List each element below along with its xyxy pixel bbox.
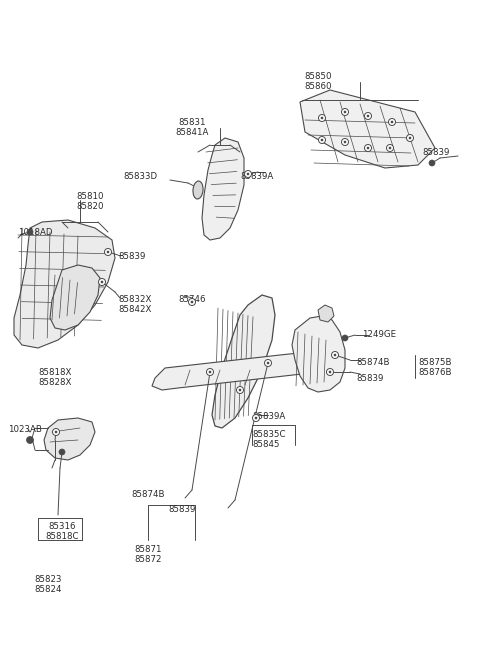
Circle shape — [367, 147, 369, 149]
Circle shape — [26, 436, 34, 443]
Circle shape — [189, 299, 195, 305]
Text: 85746: 85746 — [178, 295, 206, 304]
Circle shape — [329, 371, 331, 373]
Circle shape — [342, 335, 348, 341]
Circle shape — [344, 141, 347, 143]
Text: 85875B
85876B: 85875B 85876B — [418, 358, 452, 377]
Polygon shape — [50, 265, 100, 330]
Circle shape — [264, 360, 272, 367]
Circle shape — [191, 301, 193, 303]
Polygon shape — [212, 295, 275, 428]
Circle shape — [255, 417, 257, 419]
Text: 85839: 85839 — [118, 252, 145, 261]
Text: 85839A: 85839A — [252, 412, 285, 421]
Text: 85839: 85839 — [168, 505, 196, 514]
Text: 85832X
85842X: 85832X 85842X — [118, 295, 151, 314]
Polygon shape — [152, 352, 318, 390]
Text: 1249GE: 1249GE — [362, 330, 396, 339]
Circle shape — [429, 160, 435, 166]
Text: 85839A: 85839A — [240, 172, 273, 181]
Circle shape — [244, 170, 252, 178]
Circle shape — [237, 386, 243, 394]
Circle shape — [326, 369, 334, 375]
Circle shape — [252, 415, 260, 422]
Circle shape — [101, 281, 103, 284]
Circle shape — [389, 147, 391, 149]
Circle shape — [332, 352, 338, 358]
Text: 85831
85841A: 85831 85841A — [175, 118, 209, 138]
Text: 85839: 85839 — [356, 374, 384, 383]
Circle shape — [341, 138, 348, 145]
Text: 85818X
85828X: 85818X 85828X — [38, 368, 72, 387]
Circle shape — [364, 113, 372, 119]
Circle shape — [408, 137, 411, 140]
Circle shape — [319, 115, 325, 121]
Text: 85871
85872: 85871 85872 — [134, 545, 162, 565]
Circle shape — [239, 388, 241, 391]
Circle shape — [59, 449, 65, 455]
Circle shape — [367, 115, 369, 117]
Polygon shape — [14, 220, 115, 348]
Circle shape — [52, 428, 60, 436]
Circle shape — [364, 145, 372, 151]
Circle shape — [388, 119, 396, 126]
Text: 85810
85820: 85810 85820 — [76, 192, 104, 212]
Circle shape — [107, 251, 109, 253]
Circle shape — [27, 229, 33, 235]
Circle shape — [334, 354, 336, 356]
Circle shape — [206, 369, 214, 375]
Circle shape — [341, 109, 348, 115]
Text: 85874B: 85874B — [356, 358, 389, 367]
Polygon shape — [300, 90, 435, 168]
Circle shape — [386, 145, 394, 151]
Text: 1023AB: 1023AB — [8, 425, 42, 434]
Circle shape — [267, 362, 269, 364]
Circle shape — [344, 111, 347, 113]
Circle shape — [407, 134, 413, 141]
Text: 85839: 85839 — [422, 148, 449, 157]
Text: 85835C
85845: 85835C 85845 — [252, 430, 286, 449]
Polygon shape — [292, 316, 345, 392]
Circle shape — [247, 173, 249, 176]
Text: 85874B: 85874B — [131, 490, 165, 499]
Polygon shape — [318, 305, 334, 322]
Polygon shape — [44, 418, 95, 460]
Circle shape — [319, 136, 325, 143]
Circle shape — [105, 248, 111, 255]
Circle shape — [98, 278, 106, 286]
Ellipse shape — [193, 181, 203, 199]
Circle shape — [321, 139, 324, 141]
Text: 85823
85824: 85823 85824 — [34, 575, 62, 594]
Circle shape — [321, 117, 324, 119]
Circle shape — [209, 371, 211, 373]
Text: 85850
85860: 85850 85860 — [304, 72, 332, 92]
Circle shape — [55, 431, 57, 434]
Polygon shape — [202, 138, 244, 240]
Circle shape — [391, 121, 393, 123]
Text: 85833D: 85833D — [124, 172, 158, 181]
Text: 1018AD: 1018AD — [18, 228, 52, 237]
Text: 85316
85818C: 85316 85818C — [45, 522, 79, 542]
